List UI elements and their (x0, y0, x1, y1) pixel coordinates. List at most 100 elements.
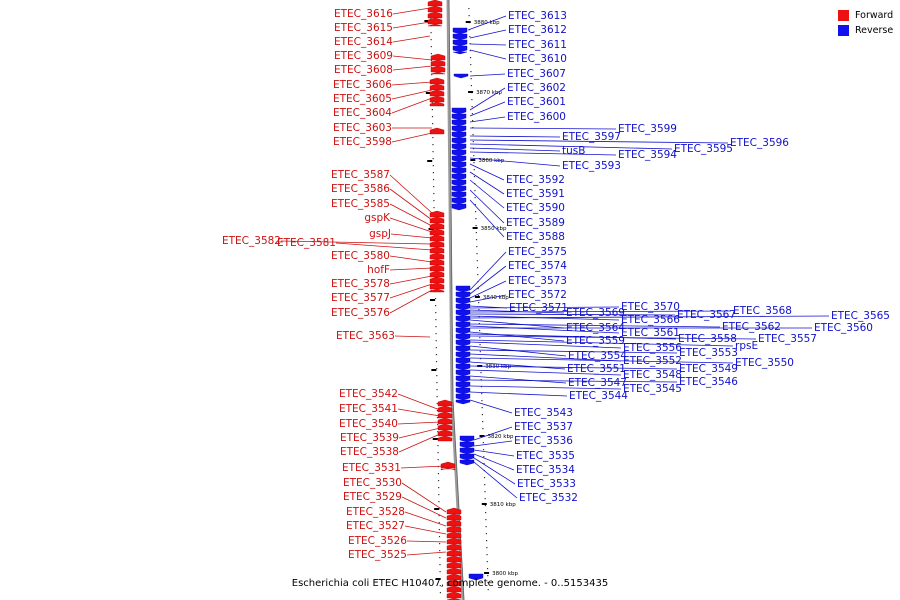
scale-minor-tick (437, 424, 439, 426)
forward-gene-mark (429, 276, 445, 284)
forward-leader-line (392, 21, 431, 29)
forward-gene-mark (437, 423, 453, 431)
reverse-leader-line (473, 426, 513, 441)
reverse-gene-label: rpsE (735, 340, 758, 352)
scale-minor-tick (486, 547, 488, 549)
reverse-gene-label: ETEC_3594 (618, 149, 677, 161)
reverse-gene-label: ETEC_3558 (678, 333, 737, 345)
legend-reverse-label: Reverse (855, 25, 894, 36)
forward-gene-label: ETEC_3539 (340, 432, 399, 444)
forward-leader-line (406, 551, 447, 556)
forward-gene-mark (446, 561, 462, 569)
scale-minor-tick (470, 78, 472, 80)
reverse-gene-mark (452, 51, 468, 55)
forward-leader-line (398, 433, 441, 453)
forward-gene-mark (437, 405, 453, 413)
reverse-leader-line (469, 143, 673, 150)
forward-leader-line (404, 525, 447, 535)
reverse-gene-label: ETEC_3596 (730, 137, 789, 149)
reverse-gene-mark (452, 39, 468, 47)
forward-leader-line (390, 233, 433, 239)
scale-minor-tick (430, 32, 432, 34)
reverse-gene-mark (459, 453, 475, 461)
scale-minor-tick (438, 536, 441, 538)
scale-minor-tick (476, 246, 478, 248)
scale-minor-tick (483, 463, 485, 465)
reverse-gene-label: ETEC_3570 (621, 301, 680, 313)
forward-gene-label: ETEC_3606 (333, 79, 392, 91)
scale-minor-tick (482, 442, 484, 444)
forward-leader-line (389, 255, 433, 263)
reverse-gene-mark (455, 387, 471, 395)
scale-minor-tick (474, 197, 476, 199)
reverse-leader-line (469, 341, 622, 349)
scale-minor-tick (483, 477, 486, 479)
reverse-gene-label: ETEC_3597 (562, 131, 621, 143)
reverse-gene-mark (451, 185, 467, 193)
forward-gene-mark (446, 543, 462, 551)
scale-major-tick (465, 21, 471, 23)
scale-minor-tick (482, 421, 484, 423)
forward-leader-line (389, 267, 433, 271)
reverse-gene-mark (451, 197, 467, 205)
scale-major-tick (435, 578, 441, 580)
scale-minor-tick (430, 46, 432, 48)
forward-gene-label: ETEC_3563 (336, 330, 395, 342)
reverse-gene-label: ETEC_3532 (519, 492, 578, 504)
reverse-gene-label: ETEC_3550 (735, 357, 794, 369)
legend-forward-label: Forward (855, 10, 894, 21)
scale-minor-tick (435, 312, 437, 314)
scale-minor-tick (436, 417, 439, 419)
scale-minor-tick (475, 232, 477, 234)
forward-gene-mark (446, 537, 462, 545)
scale-major-tick (481, 503, 487, 505)
scale-minor-tick (432, 172, 435, 174)
reverse-leader-line (469, 49, 507, 60)
forward-leader-line (280, 240, 433, 245)
scale-minor-tick (469, 43, 471, 45)
forward-leader-line (392, 35, 431, 43)
scale-minor-tick (433, 200, 435, 202)
reverse-gene-label: ETEC_3588 (506, 231, 565, 243)
forward-gene-label: hofF (367, 264, 390, 276)
reverse-leader-line (469, 127, 617, 130)
scale-minor-tick (480, 379, 482, 381)
forward-leader-line (389, 275, 433, 285)
scale-minor-tick (476, 260, 478, 262)
scale-minor-tick (479, 344, 481, 346)
reverse-gene-mark (455, 351, 471, 359)
reverse-gene-label: ETEC_3534 (516, 464, 575, 476)
reverse-gene-label: ETEC_3535 (516, 450, 575, 462)
legend-forward: Forward (838, 8, 893, 23)
scale-minor-tick (432, 158, 434, 160)
reverse-leader-line (469, 325, 620, 334)
reverse-gene-label: ETEC_3574 (508, 260, 567, 272)
reverse-leader-line (469, 147, 561, 152)
reverse-leader-line (473, 453, 515, 471)
forward-leader-line (400, 465, 445, 469)
forward-leader-line (392, 65, 433, 71)
chromosome-backbone-edge (448, 0, 465, 600)
scale-major-tick (468, 91, 474, 93)
scale-minor-tick (470, 85, 473, 87)
legend-reverse: Reverse (838, 23, 893, 38)
reverse-gene-mark (468, 573, 484, 581)
reverse-gene-label: tusB (562, 145, 585, 157)
scale-minor-tick (437, 452, 439, 454)
reverse-gene-mark (459, 435, 475, 443)
reverse-gene-mark (455, 285, 471, 293)
scale-minor-tick (469, 57, 472, 59)
reverse-gene-mark (451, 125, 467, 133)
scale-minor-tick (438, 522, 440, 524)
reverse-gene-label: ETEC_3589 (506, 217, 565, 229)
scale-tick-label: 3800 kbp (492, 571, 518, 577)
reverse-leader-line (469, 323, 721, 328)
forward-gene-label: ETEC_3615 (334, 22, 393, 34)
scale-minor-tick (439, 557, 441, 559)
scale-minor-tick (485, 519, 487, 521)
forward-gene-mark (427, 5, 443, 13)
forward-leader-line (389, 289, 433, 314)
reverse-gene-label: ETEC_3567 (677, 309, 736, 321)
forward-leader-line (392, 7, 431, 15)
forward-gene-mark (446, 507, 462, 515)
